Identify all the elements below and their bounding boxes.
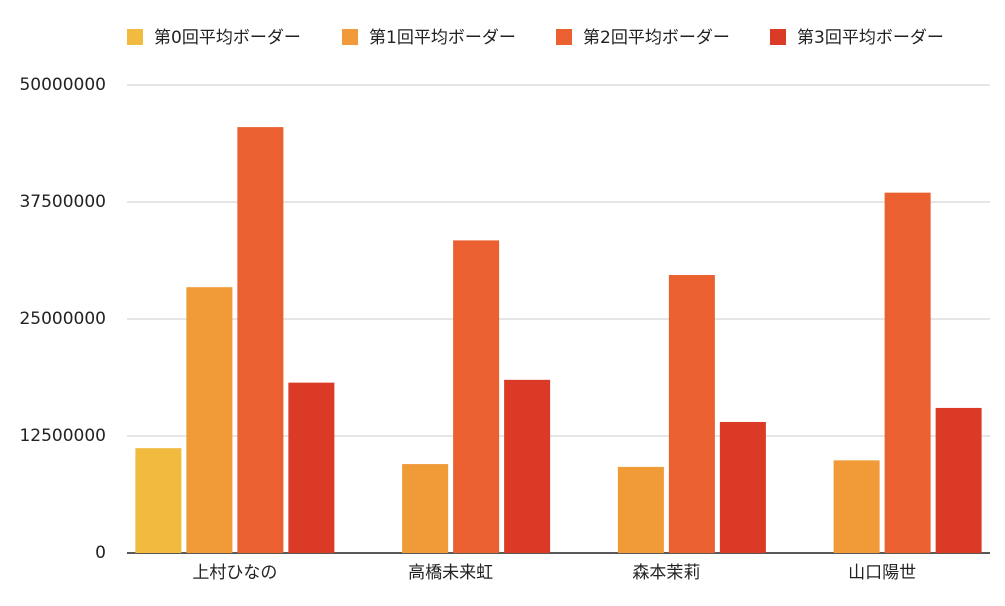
legend-swatch [127,29,143,45]
x-tick-label: 上村ひなの [192,563,277,583]
y-tick-label: 25000000 [19,309,106,329]
bar [288,382,335,553]
x-tick-label: 森本茉莉 [632,563,700,583]
bar [504,379,551,553]
legend-label: 第2回平均ボーダー [583,28,730,48]
legend-swatch [556,29,572,45]
bar [237,127,284,554]
bar [402,464,449,553]
legend-swatch [770,29,786,45]
bar [884,192,931,553]
bar [453,240,500,553]
bar [617,466,664,553]
legend-label: 第0回平均ボーダー [154,28,301,48]
bar [186,287,233,553]
bar [135,448,182,553]
legend-label: 第1回平均ボーダー [369,28,516,48]
bar [935,407,982,553]
x-tick-label: 高橋未来虹 [408,563,493,583]
y-tick-label: 50000000 [19,75,106,95]
bar [668,275,715,553]
bar [833,460,880,553]
legend-swatch [342,29,358,45]
x-tick-label: 山口陽世 [848,563,916,583]
bar [719,421,766,553]
legend-label: 第3回平均ボーダー [797,28,944,48]
y-tick-label: 12500000 [19,426,106,446]
y-tick-label: 37500000 [19,192,106,212]
y-tick-label: 0 [95,543,106,563]
